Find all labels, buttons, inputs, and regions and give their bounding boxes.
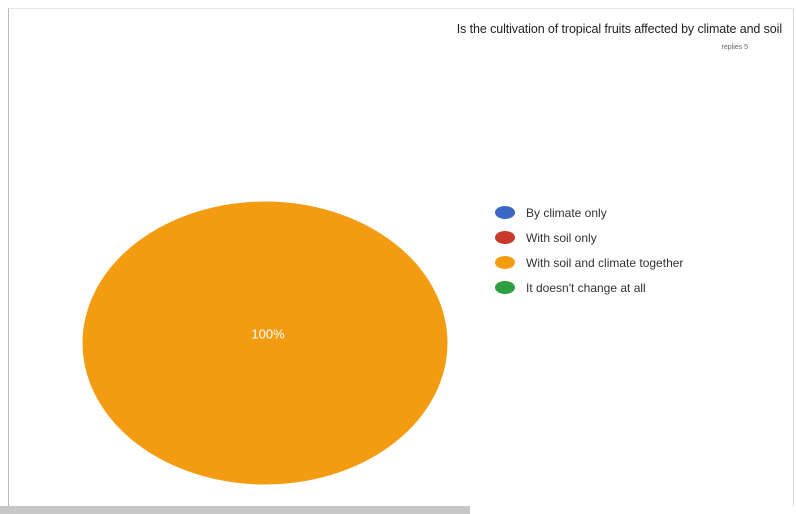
horizontal-scrollbar[interactable] — [0, 506, 470, 514]
pie-data-labels: 100% — [251, 326, 285, 341]
chart-subtitle: replies 5 — [721, 44, 748, 51]
chart-legend: By climate only With soil only With soil a… — [495, 200, 683, 300]
legend-swatch-1 — [495, 231, 515, 244]
legend-label-3: It doesn't change at all — [526, 280, 646, 295]
legend-label-1: With soil only — [526, 230, 597, 245]
pie-slices — [81, 200, 449, 486]
pie-slice-2 — [81, 200, 449, 486]
chart-title: Is the cultivation of tropical fruits af… — [456, 22, 782, 36]
legend-item-3: It doesn't change at all — [495, 275, 683, 300]
legend-item-1: With soil only — [495, 225, 683, 250]
legend-item-0: By climate only — [495, 200, 683, 225]
legend-swatch-2 — [495, 256, 515, 269]
legend-label-0: By climate only — [526, 205, 607, 220]
legend-item-2: With soil and climate together — [495, 250, 683, 275]
legend-swatch-3 — [495, 281, 515, 294]
pie-data-label-2: 100% — [251, 326, 285, 341]
legend-swatch-0 — [495, 206, 515, 219]
legend-label-2: With soil and climate together — [526, 255, 684, 270]
